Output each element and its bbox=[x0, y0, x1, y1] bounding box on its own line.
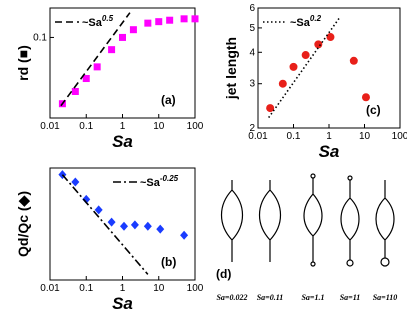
data-point bbox=[301, 51, 310, 60]
legend-label: ~Sa-0.25 bbox=[140, 174, 179, 189]
jet-shape bbox=[258, 180, 282, 262]
x-axis-label: Sa bbox=[319, 142, 340, 161]
data-point bbox=[82, 75, 90, 83]
data-point bbox=[166, 16, 174, 24]
y-tick-label: 2 bbox=[249, 123, 255, 134]
x-tick-label: 100 bbox=[187, 283, 204, 294]
panel-label: (b) bbox=[161, 255, 176, 269]
data-point bbox=[107, 217, 116, 227]
legend-exponent: 0.5 bbox=[102, 14, 114, 23]
data-point bbox=[119, 33, 126, 41]
legend-exponent: -0.25 bbox=[160, 174, 179, 183]
data-point bbox=[278, 79, 287, 88]
y-axis-label: jet length bbox=[223, 37, 239, 100]
jet-shape bbox=[346, 259, 354, 267]
x-tick-label: 1 bbox=[326, 131, 332, 142]
data-point bbox=[155, 18, 163, 26]
y-tick-label: 3 bbox=[249, 79, 255, 90]
y-tick-label: 5 bbox=[249, 23, 255, 34]
data-point bbox=[71, 87, 79, 95]
panel-label: (c) bbox=[366, 103, 381, 117]
legend-text: ~Sa bbox=[290, 17, 311, 29]
jet-shape bbox=[220, 180, 244, 262]
jet-shape bbox=[310, 261, 316, 267]
jet-shapes bbox=[220, 173, 395, 267]
x-tick-label: 0.1 bbox=[287, 131, 301, 142]
legend-text: ~Sa bbox=[82, 17, 103, 29]
data-point bbox=[326, 33, 335, 42]
x-axis-label: Sa bbox=[112, 294, 133, 313]
data-point bbox=[108, 46, 116, 54]
y-tick-label: 6 bbox=[249, 3, 255, 14]
jet-shape bbox=[303, 178, 323, 262]
y-axis-label: rd (■) bbox=[15, 45, 31, 81]
data-point bbox=[156, 224, 165, 234]
x-tick-label: 10 bbox=[153, 283, 165, 294]
jet-shape bbox=[347, 175, 353, 181]
x-tick-label: 0.01 bbox=[40, 283, 60, 294]
data-point bbox=[266, 104, 275, 113]
jet-shape bbox=[380, 257, 390, 267]
data-point bbox=[180, 15, 188, 23]
panel-label: (a) bbox=[161, 93, 176, 107]
data-point bbox=[94, 205, 103, 215]
caption: Sa=0.11 bbox=[257, 293, 284, 302]
data-point bbox=[129, 26, 137, 34]
fit-line bbox=[61, 174, 149, 275]
data-point bbox=[180, 230, 189, 240]
data-point bbox=[289, 62, 298, 71]
data-point bbox=[120, 221, 129, 231]
x-tick-label: 0.01 bbox=[40, 121, 60, 132]
x-axis-label: Sa bbox=[112, 132, 133, 151]
data-point bbox=[361, 93, 370, 102]
data-point bbox=[93, 63, 101, 71]
x-tick-label: 1 bbox=[120, 121, 126, 132]
caption: Sa=1.1 bbox=[301, 293, 324, 302]
panel-label: (d) bbox=[216, 267, 231, 281]
legend-label: ~Sa0.2 bbox=[290, 14, 322, 29]
data-point bbox=[314, 40, 323, 49]
data-point bbox=[143, 221, 152, 231]
jet-shape bbox=[310, 173, 316, 179]
legend-label: ~Sa0.5 bbox=[82, 14, 114, 29]
legend-exponent: 0.2 bbox=[310, 14, 322, 23]
data-point bbox=[349, 56, 358, 65]
caption: Sa=0.022 bbox=[216, 293, 247, 302]
x-tick-label: 100 bbox=[187, 121, 204, 132]
data-point bbox=[130, 220, 139, 230]
jet-shape bbox=[340, 180, 360, 260]
x-tick-label: 10 bbox=[359, 131, 371, 142]
caption: Sa=11 bbox=[340, 293, 361, 302]
x-tick-label: 100 bbox=[392, 131, 407, 142]
data-point bbox=[144, 19, 152, 27]
y-tick-label: 0.1 bbox=[33, 32, 47, 43]
x-tick-label: 0.1 bbox=[79, 121, 93, 132]
x-tick-label: 0.1 bbox=[79, 283, 93, 294]
y-tick-label: 4 bbox=[249, 47, 255, 58]
x-tick-label: 0.01 bbox=[248, 131, 268, 142]
caption: Sa=110 bbox=[373, 293, 398, 302]
jet-shape bbox=[375, 180, 395, 258]
y-axis-label: Qd/Qc (◆) bbox=[15, 191, 31, 257]
data-point bbox=[71, 177, 80, 187]
x-tick-label: 1 bbox=[120, 283, 126, 294]
data-point bbox=[82, 194, 91, 204]
data-point bbox=[191, 15, 199, 23]
legend-text: ~Sa bbox=[140, 177, 161, 189]
fit-line bbox=[268, 17, 341, 119]
fit-line bbox=[60, 12, 131, 107]
x-tick-label: 10 bbox=[153, 121, 165, 132]
